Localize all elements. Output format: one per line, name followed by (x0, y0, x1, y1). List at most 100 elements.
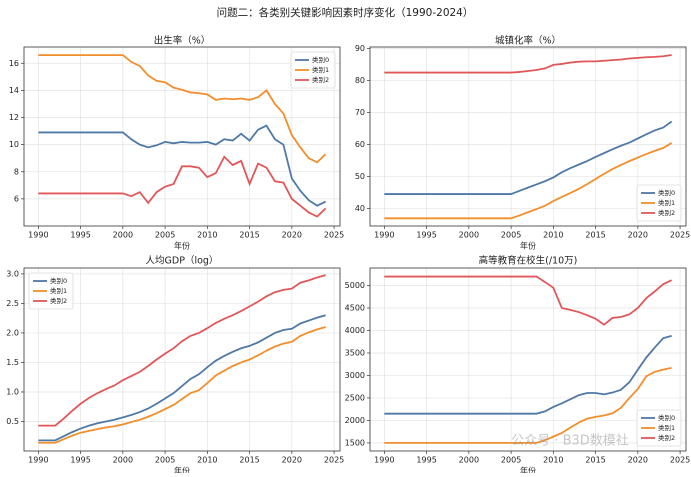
x-tick-label: 2025 (324, 456, 344, 465)
legend-label: 类别2 (312, 75, 329, 84)
y-tick-label: 80 (355, 76, 365, 85)
x-tick-label: 2015 (585, 456, 605, 465)
x-tick-label: 2020 (282, 456, 302, 465)
x-tick-label: 2005 (501, 456, 521, 465)
y-tick-label: 90 (355, 44, 365, 53)
series-line (384, 54, 672, 74)
figure-title: 问题二：各类别关键影响因素时序变化（1990-2024） (217, 6, 474, 19)
y-tick-label: 16 (9, 59, 19, 68)
subplot-title: 出生率（%） (154, 35, 211, 47)
y-tick-label: 4000 (345, 326, 365, 335)
x-axis-label: 年份 (174, 241, 190, 251)
axes-frame (23, 46, 341, 227)
x-tick-label: 1995 (416, 231, 436, 240)
series-line (38, 274, 326, 427)
y-tick-label: 3.0 (6, 269, 19, 278)
y-tick-label: 1500 (345, 438, 365, 447)
subplot-title: 人均GDP（log） (146, 255, 219, 267)
x-tick-label: 2005 (155, 456, 175, 465)
legend-box (636, 409, 682, 447)
y-tick-label: 2.0 (6, 328, 19, 337)
subplot: 高等教育在校生(/10万) 1500 2000 2500 3000 3500 4000 450… (345, 255, 691, 476)
legend-label: 类别0 (658, 413, 675, 422)
y-tick-label: 50 (355, 172, 365, 181)
subplot-title: 高等教育在校生(/10万) (479, 255, 578, 267)
y-tick-label: 8 (14, 167, 19, 176)
y-tick-label: 2.5 (6, 299, 19, 308)
x-tick-label: 2025 (324, 231, 344, 240)
x-tick-label: 2020 (628, 231, 648, 240)
watermark: 公众号 · B3D数模社 (511, 433, 629, 449)
x-tick-label: 2000 (459, 231, 479, 240)
y-tick-label: 12 (9, 113, 19, 122)
legend-label: 类别2 (50, 296, 67, 305)
x-tick-label: 2000 (113, 456, 133, 465)
legend-label: 类别2 (658, 433, 675, 442)
x-tick-label: 2010 (197, 456, 217, 465)
series-line (384, 366, 672, 444)
x-tick-label: 2015 (239, 456, 259, 465)
x-axis-label: 年份 (520, 241, 536, 251)
legend-label: 类别1 (312, 65, 329, 74)
y-tick-label: 70 (355, 108, 365, 117)
x-tick-label: 1990 (28, 456, 48, 465)
subplot: 城镇化率（%） 40 50 60 70 80 90 1990 1995 2000 2005 2010 2… (355, 35, 690, 251)
legend-label: 类别1 (50, 286, 67, 295)
legend-label: 类别0 (658, 188, 675, 197)
y-tick-label: 14 (9, 86, 19, 95)
y-tick-label: 0.5 (6, 417, 19, 426)
legend-box (636, 184, 682, 222)
y-tick-label: 6 (14, 194, 19, 203)
series-line (38, 326, 326, 444)
x-tick-label: 2020 (282, 231, 302, 240)
y-tick-label: 3000 (345, 371, 365, 380)
y-tick-label: 2000 (345, 416, 365, 425)
x-tick-label: 2010 (197, 231, 217, 240)
y-tick-label: 4500 (345, 304, 365, 313)
x-tick-label: 2015 (585, 231, 605, 240)
x-tick-label: 2000 (113, 231, 133, 240)
series-line (38, 155, 327, 218)
subplot: 人均GDP（log） 0.5 1.0 1.5 2.0 2.5 3.0 1990 1995 2000… (6, 255, 344, 476)
x-tick-label: 2010 (543, 456, 563, 465)
series-line (384, 120, 673, 195)
y-tick-label: 10 (9, 140, 19, 149)
x-tick-label: 2025 (670, 456, 690, 465)
x-tick-label: 2005 (155, 231, 175, 240)
legend-label: 类别1 (658, 198, 675, 207)
series-line (384, 142, 673, 220)
axes-frame (369, 267, 687, 452)
x-tick-label: 2015 (239, 231, 259, 240)
legend-label: 类别1 (658, 423, 675, 432)
x-tick-label: 2010 (543, 231, 563, 240)
x-tick-label: 1995 (70, 456, 90, 465)
x-tick-label: 1995 (416, 456, 436, 465)
legend-label: 类别0 (312, 55, 329, 64)
axes-frame (369, 46, 687, 227)
subplot: 出生率（%） 6 8 10 12 14 16 1990 1995 2000 2005 2010 2015… (9, 35, 344, 251)
series-line (38, 54, 327, 164)
y-tick-label: 1.0 (6, 387, 19, 396)
legend-box (290, 51, 336, 89)
y-tick-label: 3500 (345, 348, 365, 357)
y-tick-label: 5000 (345, 281, 365, 290)
y-tick-label: 40 (355, 204, 365, 213)
subplot-title: 城镇化率（%） (495, 35, 561, 47)
x-tick-label: 1990 (28, 231, 48, 240)
x-tick-label: 2025 (670, 231, 690, 240)
y-tick-label: 60 (355, 140, 365, 149)
y-tick-label: 1.5 (6, 358, 19, 367)
axes-frame (23, 267, 341, 452)
series-line (38, 314, 326, 442)
legend-box (28, 272, 74, 310)
legend-label: 类别2 (658, 208, 675, 217)
legend-label: 类别0 (50, 276, 67, 285)
x-tick-label: 2005 (501, 231, 521, 240)
y-tick-label: 2500 (345, 393, 365, 402)
x-tick-label: 1990 (374, 231, 394, 240)
